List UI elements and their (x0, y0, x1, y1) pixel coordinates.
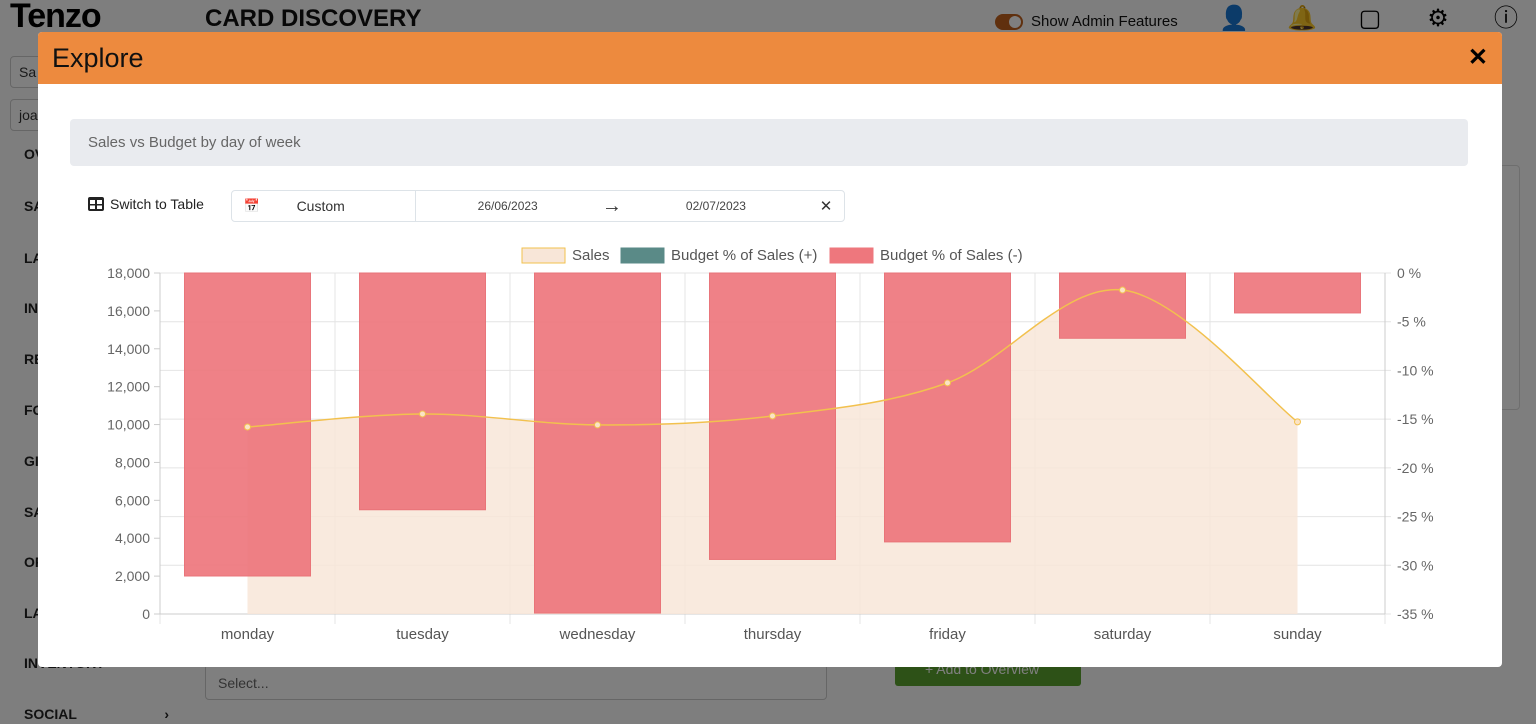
right-axis-tick-label: -10 % (1397, 362, 1434, 378)
left-axis-tick-label: 2,000 (115, 568, 150, 584)
x-axis-tick-label: saturday (1094, 626, 1152, 643)
right-axis-tick-label: -25 % (1397, 509, 1434, 525)
sales-point (944, 379, 951, 387)
budget-negative-bar (709, 272, 836, 560)
left-axis-tick-label: 12,000 (107, 379, 150, 395)
sales-area (247, 289, 1298, 614)
right-axis-tick-label: -35 % (1397, 606, 1434, 622)
calendar-icon: 📅 (243, 198, 261, 213)
right-axis-tick-label: -20 % (1397, 460, 1434, 476)
arrow-right-icon: → (601, 194, 622, 217)
budget-negative-bar (184, 272, 311, 577)
budget-negative-bar (534, 272, 661, 614)
right-axis-tick-label: -5 % (1397, 314, 1426, 330)
explore-modal: Explore ✕ Sales vs Budget by day of week… (38, 32, 1502, 667)
legend-label: Budget % of Sales (-) (880, 247, 1023, 264)
sales-point (419, 410, 426, 418)
legend-swatch (620, 247, 665, 264)
switch-to-table-label: Switch to Table (110, 196, 204, 212)
close-icon[interactable]: ✕ (1467, 44, 1488, 71)
x-axis-tick-label: thursday (744, 626, 802, 643)
legend-swatch (521, 247, 566, 264)
budget-negative-bar (884, 272, 1011, 543)
legend-label: Budget % of Sales (+) (671, 247, 817, 264)
left-axis-tick-label: 10,000 (107, 417, 150, 433)
left-axis-tick-label: 6,000 (115, 492, 150, 508)
x-axis-tick-label: wednesday (559, 626, 636, 643)
start-date[interactable]: 26/06/2023 (477, 199, 538, 213)
range-preset[interactable]: Custom (272, 191, 416, 221)
clear-dates-icon[interactable]: ✕ (819, 198, 833, 215)
x-axis-tick-label: friday (929, 626, 966, 643)
legend-swatch (829, 247, 874, 264)
budget-negative-bar (1234, 272, 1361, 314)
sales-point (244, 423, 251, 431)
x-axis-tick-label: tuesday (396, 626, 449, 643)
modal-title: Explore (52, 43, 144, 73)
sales-point (1119, 286, 1126, 294)
right-axis-tick-label: 0 % (1397, 265, 1421, 281)
right-axis-tick-label: -15 % (1397, 411, 1434, 427)
sales-point (769, 412, 776, 420)
budget-negative-bar (359, 272, 486, 511)
left-axis-tick-label: 18,000 (107, 265, 150, 281)
chart-subtitle: Sales vs Budget by day of week (70, 119, 1468, 166)
left-axis-tick-label: 4,000 (115, 530, 150, 546)
end-date[interactable]: 02/07/2023 (685, 199, 746, 213)
x-axis-tick-label: monday (221, 626, 275, 643)
table-icon (88, 197, 104, 211)
left-axis-tick-label: 0 (142, 606, 150, 622)
sales-line (247, 289, 1298, 428)
left-axis-tick-label: 16,000 (107, 303, 150, 319)
legend-label: Sales (572, 247, 610, 264)
modal-header: Explore ✕ (38, 32, 1502, 84)
right-axis-tick-label: -30 % (1397, 557, 1434, 573)
left-axis-tick-label: 14,000 (107, 341, 150, 357)
left-axis-tick-label: 8,000 (115, 454, 150, 470)
switch-to-table-button[interactable]: Switch to Table (88, 196, 204, 212)
x-axis-tick-label: sunday (1273, 626, 1322, 643)
sales-point (594, 421, 601, 429)
budget-negative-bar (1059, 272, 1186, 339)
date-range-picker[interactable]: 📅 Custom 26/06/2023 → 02/07/2023 ✕ (231, 190, 845, 222)
sales-point (1294, 418, 1301, 426)
